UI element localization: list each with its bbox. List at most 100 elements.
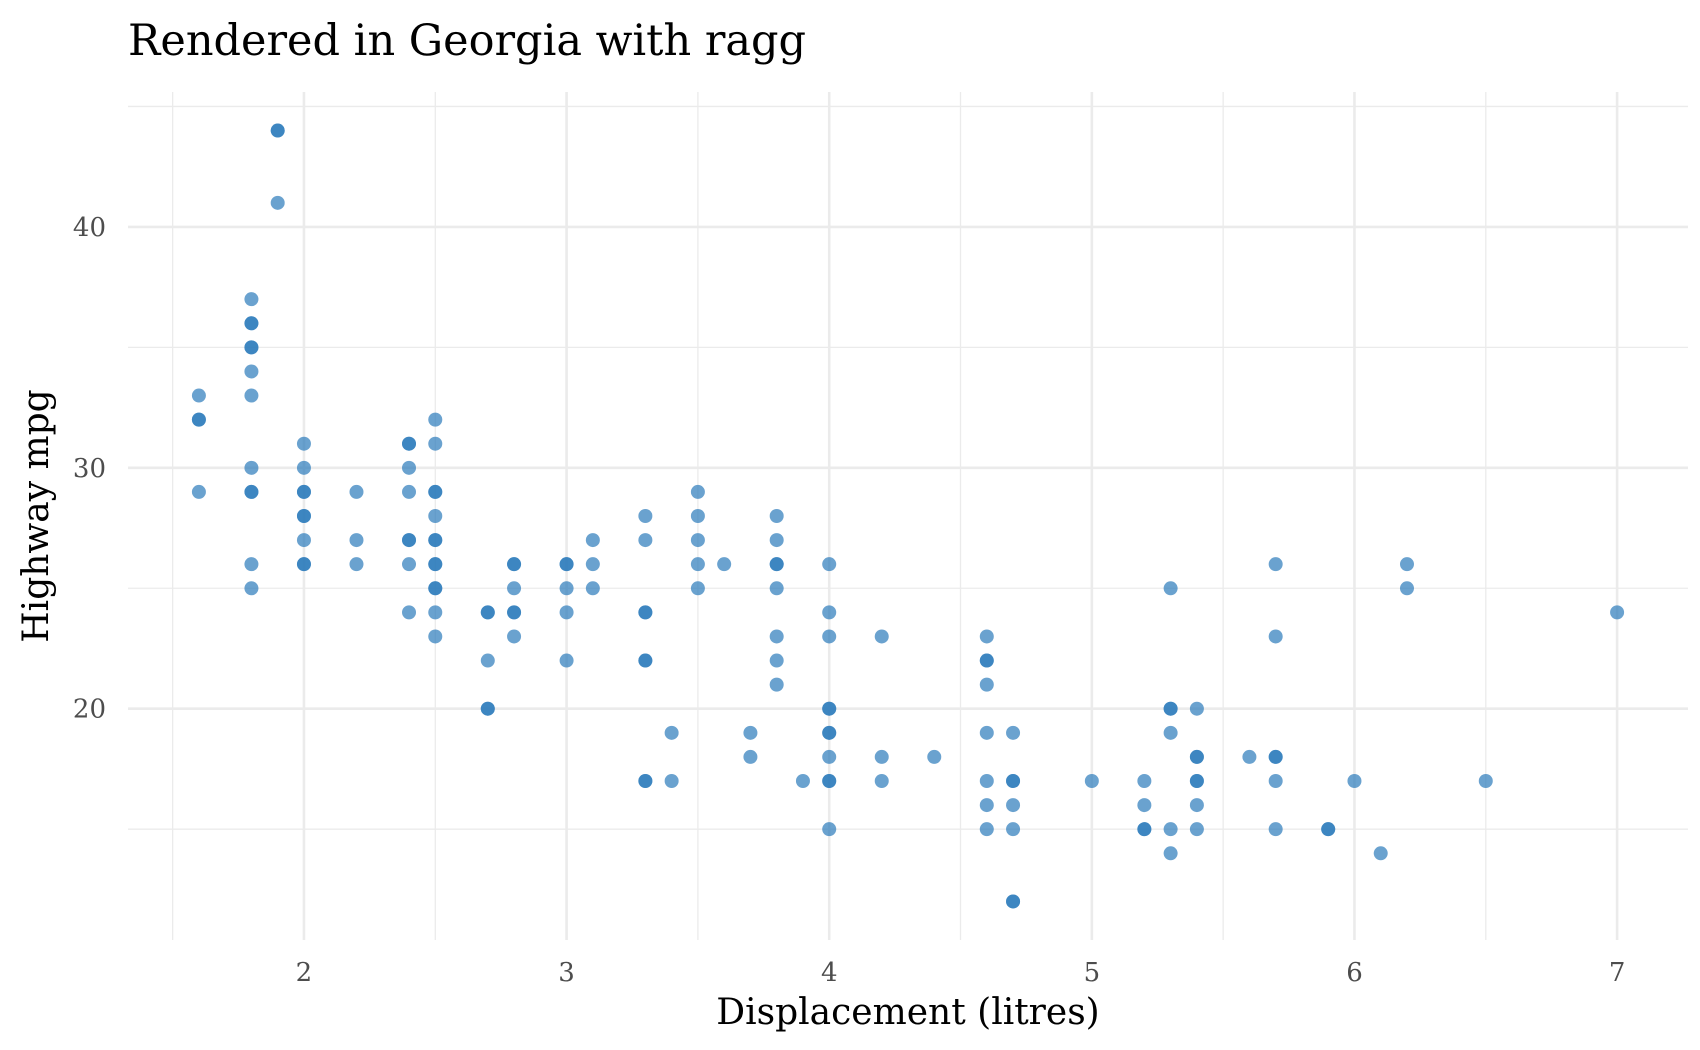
data-point — [1137, 822, 1152, 837]
y-tick-label: 40 — [73, 213, 106, 243]
data-point — [795, 774, 810, 788]
data-point — [979, 653, 994, 668]
data-point — [1373, 846, 1388, 861]
data-point — [979, 798, 994, 813]
data-point — [822, 701, 837, 716]
y-tick-label: 20 — [73, 695, 106, 725]
data-point — [1006, 774, 1021, 788]
data-point — [979, 725, 994, 740]
data-point — [1163, 725, 1178, 740]
data-point — [428, 557, 443, 572]
data-point — [1189, 798, 1204, 813]
data-point — [1399, 557, 1414, 572]
data-point — [1137, 774, 1152, 788]
data-point — [480, 605, 495, 620]
data-point — [822, 749, 837, 764]
data-point — [349, 557, 364, 572]
data-point — [822, 822, 837, 837]
y-axis-title: Highway mpg — [16, 389, 57, 642]
data-point — [1189, 701, 1204, 716]
data-point — [690, 484, 705, 499]
data-point — [191, 388, 206, 403]
data-point — [296, 533, 311, 548]
data-point — [507, 629, 522, 644]
data-point — [1006, 822, 1021, 837]
data-point — [559, 653, 574, 668]
data-point — [979, 629, 994, 644]
data-point — [1610, 605, 1625, 620]
data-point — [507, 581, 522, 596]
data-point — [296, 484, 311, 499]
data-point — [191, 412, 206, 427]
data-point — [690, 509, 705, 523]
data-point — [244, 581, 259, 596]
data-point — [296, 460, 311, 475]
data-point — [402, 484, 417, 499]
data-point — [769, 653, 784, 668]
data-point — [270, 123, 285, 138]
data-point — [402, 533, 417, 548]
data-point — [664, 774, 679, 788]
minor-gridlines — [128, 92, 1688, 940]
data-point — [927, 749, 942, 764]
data-point — [428, 484, 443, 499]
data-point — [480, 701, 495, 716]
data-point — [1006, 798, 1021, 813]
data-point — [296, 557, 311, 572]
data-point — [769, 509, 784, 523]
data-point — [874, 774, 889, 788]
data-point — [769, 557, 784, 572]
data-point — [1478, 774, 1493, 788]
data-point — [244, 388, 259, 403]
x-tick-label: 7 — [1609, 958, 1626, 988]
data-point — [296, 436, 311, 451]
data-point — [1268, 557, 1283, 572]
data-point — [1268, 822, 1283, 837]
data-point — [349, 533, 364, 548]
data-point — [1006, 725, 1021, 740]
data-point — [769, 533, 784, 548]
data-point — [769, 581, 784, 596]
data-point — [822, 605, 837, 620]
data-point — [822, 557, 837, 572]
data-point — [769, 677, 784, 692]
data-point — [428, 605, 443, 620]
data-point — [1268, 629, 1283, 644]
x-tick-label: 3 — [558, 958, 575, 988]
data-point — [244, 340, 259, 355]
data-point — [1189, 749, 1204, 764]
data-point — [1163, 846, 1178, 861]
data-point — [349, 484, 364, 499]
data-point — [559, 605, 574, 620]
data-point — [717, 557, 732, 572]
data-point — [1242, 749, 1257, 764]
data-point — [690, 557, 705, 572]
data-point — [1347, 774, 1362, 788]
x-axis-title: Displacement (litres) — [716, 992, 1099, 1033]
data-point — [428, 533, 443, 548]
data-point — [638, 653, 653, 668]
data-point — [585, 581, 600, 596]
data-point — [507, 605, 522, 620]
data-point — [191, 484, 206, 499]
data-point — [428, 629, 443, 644]
x-tick-label: 2 — [296, 958, 313, 988]
data-point — [1163, 822, 1178, 837]
data-point — [822, 629, 837, 644]
data-point — [559, 581, 574, 596]
y-tick-label: 30 — [73, 454, 106, 484]
data-point — [1006, 894, 1021, 909]
data-point — [507, 557, 522, 572]
data-point — [559, 557, 574, 572]
x-axis-tick-labels: 2 3 4 5 6 7 — [296, 958, 1626, 988]
data-point — [1268, 749, 1283, 764]
data-point — [244, 316, 259, 331]
data-point — [428, 412, 443, 427]
x-tick-label: 5 — [1084, 958, 1101, 988]
data-point — [664, 725, 679, 740]
data-point — [979, 774, 994, 788]
x-tick-label: 4 — [821, 958, 838, 988]
data-point — [1163, 701, 1178, 716]
data-point — [1084, 774, 1099, 788]
data-points — [191, 123, 1625, 909]
